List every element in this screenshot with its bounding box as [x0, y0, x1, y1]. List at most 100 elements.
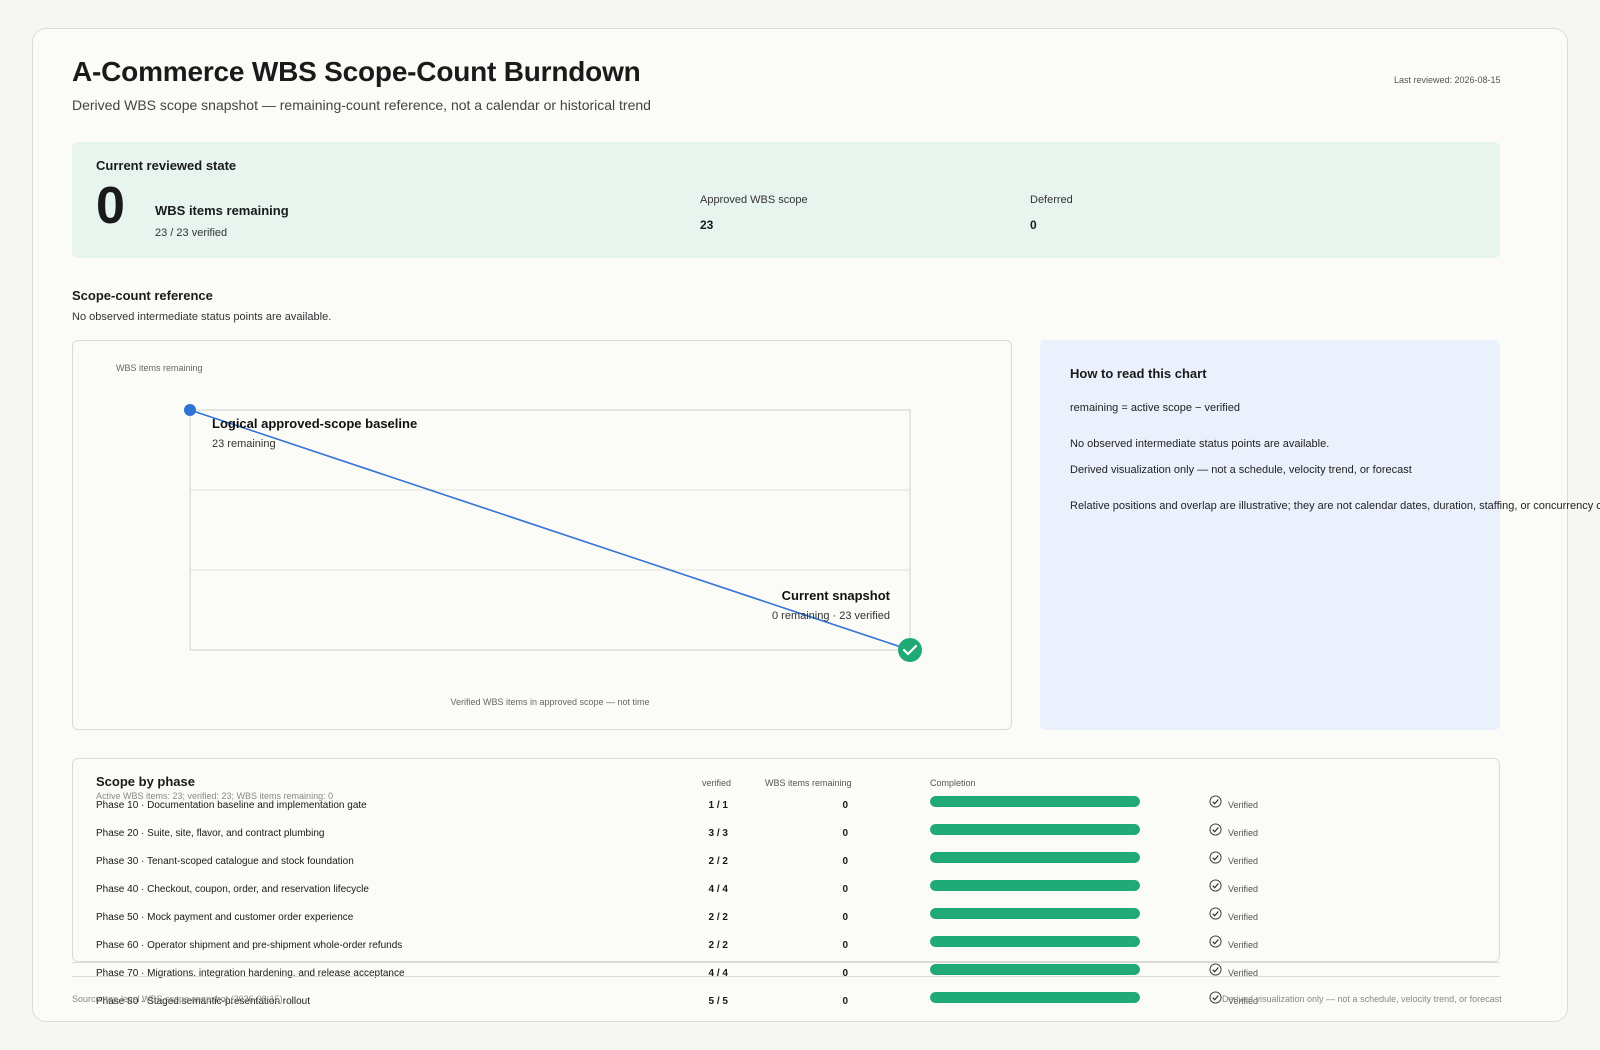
- completion-fill: [930, 824, 1140, 835]
- series-line: [189, 409, 911, 651]
- completion-fill: [930, 964, 1140, 975]
- completion-bar: [930, 936, 1140, 947]
- completion-bar: [930, 992, 1140, 1003]
- phase-status: Verified: [1228, 884, 1259, 894]
- snapshot-annotation-sub: 0 remaining · 23 verified: [772, 610, 890, 622]
- how-to-read-note: Relative positions and overlap are illus…: [1070, 500, 1600, 512]
- check-circle-icon: [1209, 907, 1222, 920]
- check-icon: [902, 644, 918, 656]
- phase-remaining: 0: [842, 996, 848, 1007]
- baseline-annotation-label: Logical approved-scope baseline: [212, 416, 417, 431]
- chart-grid: [190, 489, 910, 571]
- approved-scope-value: 23: [700, 218, 714, 232]
- current-state-panel: [72, 142, 1500, 258]
- remaining-count-label: WBS items remaining: [155, 203, 289, 218]
- completion-fill: [930, 852, 1140, 863]
- phase-remaining: 0: [842, 884, 848, 895]
- check-circle-icon: [1209, 963, 1222, 976]
- phase-remaining: 0: [842, 940, 848, 951]
- scope-reference-note: No observed intermediate status points a…: [72, 311, 332, 323]
- phase-name: Phase 70 · Migrations, integration harde…: [96, 968, 405, 979]
- completion-fill: [930, 936, 1140, 947]
- phase-remaining: 0: [842, 856, 848, 867]
- phase-name: Phase 40 · Checkout, coupon, order, and …: [96, 884, 369, 895]
- phase-name: Phase 10 · Documentation baseline and im…: [96, 800, 367, 811]
- divider: [72, 962, 1500, 963]
- completion-fill: [930, 796, 1140, 807]
- table-row: Phase 10 · Documentation baseline and im…: [96, 795, 1396, 820]
- phase-table-heading: Scope by phase: [96, 774, 195, 789]
- phase-status: Verified: [1228, 828, 1259, 838]
- last-reviewed-date: Last reviewed: 2026-08-15: [1394, 75, 1501, 85]
- phase-verified: 2 / 2: [708, 912, 728, 923]
- column-header-verified: verified: [702, 778, 732, 788]
- phase-remaining: 0: [842, 800, 848, 811]
- current-state-heading: Current reviewed state: [96, 158, 237, 173]
- completion-bar: [930, 880, 1140, 891]
- check-circle-icon: [1209, 991, 1222, 1004]
- page-title: A-Commerce WBS Scope-Count Burndown: [72, 56, 641, 87]
- snapshot-annotation-label: Current snapshot: [782, 588, 891, 603]
- check-circle-icon: [1209, 935, 1222, 948]
- completion-fill: [930, 992, 1140, 1003]
- remaining-formula: remaining = active scope − verified: [1070, 402, 1240, 414]
- check-circle-icon: [1209, 823, 1222, 836]
- completion-bar: [930, 908, 1140, 919]
- phase-name: Phase 80 · Staged semantic-presentation …: [96, 996, 311, 1007]
- table-row: Phase 80 · Staged semantic-presentation …: [96, 991, 1396, 1016]
- phase-remaining: 0: [842, 828, 848, 839]
- phase-summary: Active WBS items: 23; verified: 23; WBS …: [96, 791, 334, 801]
- phase-status: Verified: [1228, 940, 1259, 950]
- scope-reference-heading: Scope-count reference: [72, 288, 213, 303]
- completion-bar: [930, 796, 1140, 807]
- phase-remaining: 0: [842, 912, 848, 923]
- verified-count-text: 23 / 23 verified: [155, 227, 228, 239]
- table-row: Phase 70 · Migrations, integration harde…: [96, 963, 1396, 988]
- completion-bar: [930, 824, 1140, 835]
- completion-fill: [930, 908, 1140, 919]
- phase-status: Verified: [1228, 996, 1259, 1006]
- baseline-annotation-sub: 23 remaining: [212, 438, 276, 450]
- phase-name: Phase 50 · Mock payment and customer ord…: [96, 912, 354, 923]
- approved-scope-label: Approved WBS scope: [700, 194, 808, 206]
- how-to-read-panel: [1040, 340, 1500, 730]
- phase-status: Verified: [1228, 968, 1259, 978]
- footer-disclaimer: Derived visualization only — not a sched…: [1222, 994, 1502, 1004]
- phase-verified: 2 / 2: [708, 940, 728, 951]
- phase-remaining: 0: [842, 968, 848, 979]
- phase-verified: 3 / 3: [708, 828, 728, 839]
- column-header-remaining: WBS items remaining: [765, 778, 852, 788]
- phase-table-panel: [72, 758, 1500, 962]
- table-row: Phase 30 · Tenant-scoped catalogue and s…: [96, 851, 1396, 876]
- how-to-read-note: No observed intermediate status points a…: [1070, 438, 1330, 450]
- phase-verified: 2 / 2: [708, 856, 728, 867]
- deferred-label: Deferred: [1030, 194, 1073, 206]
- how-to-read-note: Derived visualization only — not a sched…: [1070, 464, 1412, 476]
- x-axis-label: Verified WBS items in approved scope — n…: [450, 697, 649, 707]
- check-circle-icon: [1209, 879, 1222, 892]
- divider: [72, 976, 1500, 977]
- phase-name: Phase 20 · Suite, site, flavor, and cont…: [96, 828, 325, 839]
- phase-name: Phase 30 · Tenant-scoped catalogue and s…: [96, 856, 354, 867]
- table-row: Phase 20 · Suite, site, flavor, and cont…: [96, 823, 1396, 848]
- baseline-point: [184, 404, 196, 416]
- completion-bar: [930, 852, 1140, 863]
- y-axis-label: WBS items remaining: [116, 363, 203, 373]
- phase-status: Verified: [1228, 856, 1259, 866]
- chart-container: [72, 340, 1012, 730]
- check-circle-icon: [1209, 795, 1222, 808]
- deferred-value: 0: [1030, 218, 1037, 232]
- footer-source: Source: top-level WBS scope snapshot (20…: [72, 994, 283, 1004]
- burndown-chart: WBS items remaining Verified WBS items i…: [116, 363, 922, 707]
- table-row: Phase 60 · Operator shipment and pre-shi…: [96, 935, 1396, 960]
- check-circle-icon: [1209, 851, 1222, 864]
- phase-verified: 4 / 4: [708, 968, 728, 979]
- phase-status: Verified: [1228, 800, 1259, 810]
- column-header-completion: Completion: [930, 778, 976, 788]
- phase-name: Phase 60 · Operator shipment and pre-shi…: [96, 940, 403, 951]
- plot-area: [189, 409, 911, 651]
- phase-verified: 5 / 5: [708, 996, 728, 1007]
- completion-bar: [930, 964, 1140, 975]
- table-row: Phase 50 · Mock payment and customer ord…: [96, 907, 1396, 932]
- remaining-count-value: 0: [96, 177, 125, 235]
